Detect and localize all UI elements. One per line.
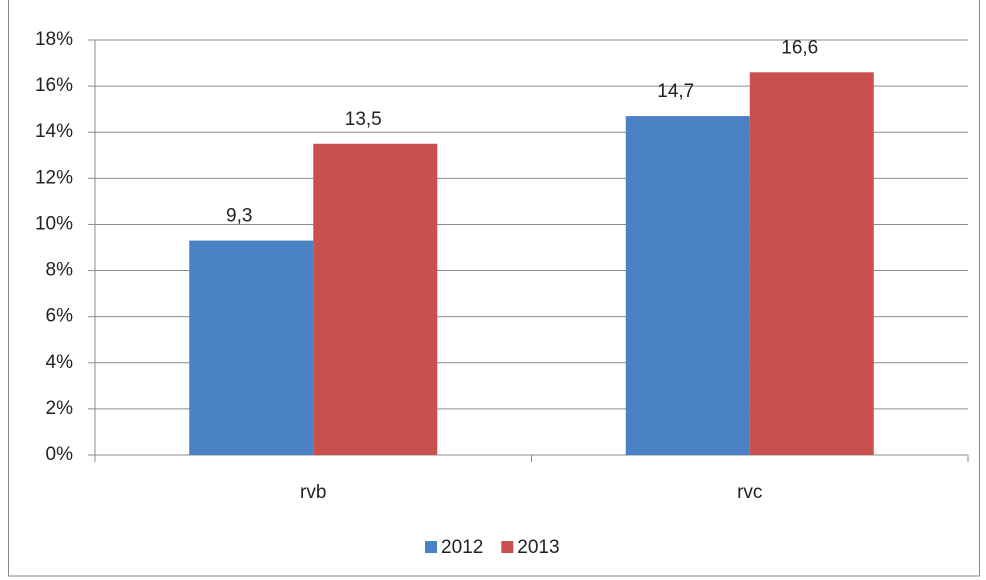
legend-swatch [501,541,514,553]
bar [189,240,314,455]
y-tick-label: 16% [35,75,73,96]
y-tick-label: 6% [46,306,74,327]
value-label: 13,5 [345,109,382,130]
legend-label: 2012 [441,537,483,558]
y-tick-label: 2% [46,398,74,419]
y-tick-label: 12% [35,167,73,188]
y-tick-label: 18% [35,29,73,50]
y-tick-label: 14% [35,121,73,142]
value-label: 14,7 [657,81,694,102]
bar [625,116,750,455]
legend-label: 2013 [517,537,559,558]
bar [749,72,874,456]
value-label: 16,6 [781,37,818,58]
x-tick-label: rvb [300,482,326,503]
y-tick-label: 10% [35,213,73,234]
bar [313,143,438,455]
value-label: 9,3 [226,206,252,227]
legend-swatch [425,541,437,553]
y-tick-label: 0% [46,444,74,465]
y-tick-label: 4% [46,352,74,373]
x-tick-label: rvc [737,482,762,503]
y-tick-label: 8% [46,260,74,281]
